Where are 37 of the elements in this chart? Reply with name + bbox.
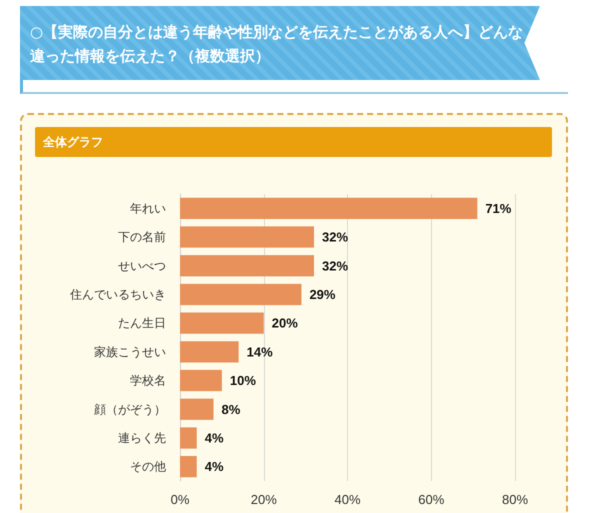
- bar: [180, 456, 197, 478]
- y-tick-label: 顔（がぞう）: [94, 402, 166, 416]
- bar: [180, 284, 302, 306]
- data-label: 32%: [322, 230, 348, 245]
- x-tick-label: 0%: [170, 492, 190, 507]
- y-tick-label: 連らく先: [118, 430, 166, 445]
- x-tick-label: 20%: [250, 492, 278, 507]
- data-label: 8%: [222, 402, 241, 417]
- x-tick-label: 40%: [334, 492, 361, 507]
- bar: [180, 198, 478, 219]
- data-label: 4%: [204, 459, 224, 474]
- y-tick-label: 家族こうせい: [94, 344, 166, 359]
- y-tick-label: たん生日: [118, 316, 166, 330]
- bar: [180, 427, 197, 449]
- bar: [180, 312, 264, 334]
- data-label: 71%: [485, 200, 512, 216]
- x-tick-label: 80%: [502, 492, 528, 507]
- bar: [180, 398, 214, 420]
- y-tick-label: その他: [130, 460, 166, 474]
- chart-title: ○【実際の自分とは違う年齢や性別などを伝えたことがある人へ】どんな違った情報を伝えた？（複数選択）: [20, 6, 540, 80]
- y-tick-label: 住んでいるちいき: [69, 287, 166, 302]
- y-tick-label: 学校名: [130, 374, 166, 388]
- x-tick-label: 60%: [418, 492, 445, 507]
- y-tick-label: 年れい: [130, 201, 166, 216]
- bar: [180, 255, 314, 276]
- data-label: 20%: [272, 316, 298, 331]
- text: 全体グラフ: [35, 127, 552, 157]
- data-label: 14%: [246, 344, 274, 360]
- data-label: 4%: [204, 430, 224, 446]
- data-label: 32%: [322, 258, 348, 274]
- y-tick-label: せいべつ: [118, 258, 166, 273]
- data-label: 10%: [230, 373, 256, 388]
- y-tick-label: 下の名前: [118, 230, 166, 244]
- bar: [180, 341, 239, 362]
- bar: [180, 226, 314, 248]
- data-label: 29%: [309, 286, 336, 302]
- bar: [180, 370, 222, 392]
